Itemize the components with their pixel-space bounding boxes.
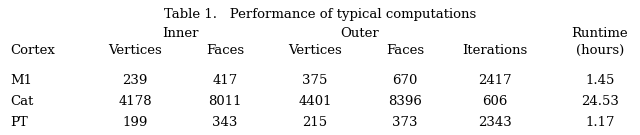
Text: Iterations: Iterations <box>462 44 527 57</box>
Text: Table 1.   Performance of typical computations: Table 1. Performance of typical computat… <box>164 8 476 21</box>
Text: Faces: Faces <box>206 44 244 57</box>
Text: 2417: 2417 <box>478 74 512 87</box>
Text: 4178: 4178 <box>118 95 152 108</box>
Text: 199: 199 <box>122 116 148 129</box>
Text: Cat: Cat <box>10 95 33 108</box>
Text: 670: 670 <box>392 74 418 87</box>
Text: Runtime: Runtime <box>572 27 628 40</box>
Text: 1.45: 1.45 <box>586 74 614 87</box>
Text: Outer: Outer <box>340 27 380 40</box>
Text: Vertices: Vertices <box>108 44 162 57</box>
Text: PT: PT <box>10 116 28 129</box>
Text: 215: 215 <box>303 116 328 129</box>
Text: Cortex: Cortex <box>10 44 55 57</box>
Text: Inner: Inner <box>162 27 198 40</box>
Text: 239: 239 <box>122 74 148 87</box>
Text: 24.53: 24.53 <box>581 95 619 108</box>
Text: M1: M1 <box>10 74 32 87</box>
Text: 375: 375 <box>302 74 328 87</box>
Text: 417: 417 <box>212 74 237 87</box>
Text: 606: 606 <box>483 95 508 108</box>
Text: Vertices: Vertices <box>288 44 342 57</box>
Text: 343: 343 <box>212 116 237 129</box>
Text: 373: 373 <box>392 116 418 129</box>
Text: (hours): (hours) <box>576 44 624 57</box>
Text: Faces: Faces <box>386 44 424 57</box>
Text: 2343: 2343 <box>478 116 512 129</box>
Text: 1.17: 1.17 <box>585 116 615 129</box>
Text: 4401: 4401 <box>298 95 332 108</box>
Text: 8396: 8396 <box>388 95 422 108</box>
Text: 8011: 8011 <box>208 95 242 108</box>
